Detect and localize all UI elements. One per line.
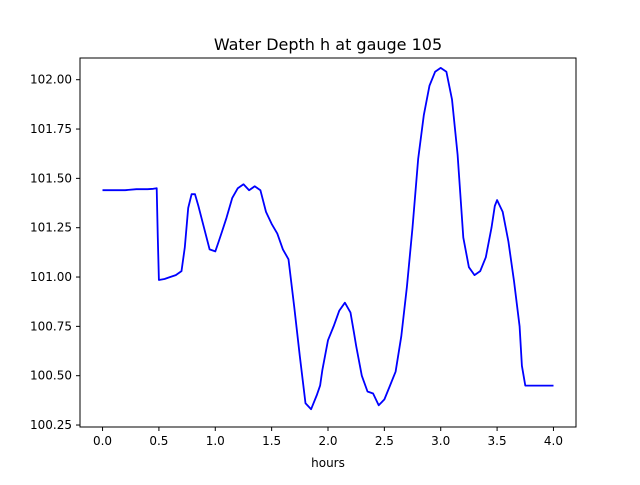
y-tick-label: 102.00 xyxy=(30,73,72,87)
x-tick-label: 3.5 xyxy=(488,434,507,448)
x-tick-label: 1.0 xyxy=(206,434,225,448)
y-tick-label: 100.75 xyxy=(30,319,72,333)
chart-title: Water Depth h at gauge 105 xyxy=(214,35,442,54)
x-tick-label: 0.0 xyxy=(93,434,112,448)
y-tick-label: 100.50 xyxy=(30,369,72,383)
x-axis-label: hours xyxy=(311,456,345,470)
plot-area xyxy=(79,57,577,428)
x-tick-label: 1.5 xyxy=(262,434,281,448)
y-tick-label: 101.25 xyxy=(30,221,72,235)
y-tick-label: 100.25 xyxy=(30,418,72,432)
y-tick-label: 101.00 xyxy=(30,270,72,284)
x-tick-label: 0.5 xyxy=(149,434,168,448)
plot-frame xyxy=(79,57,577,428)
y-tick-label: 101.75 xyxy=(30,122,72,136)
y-axis-ticks: 100.25 100.50 100.75 101.00 101.25 101.50 101.… xyxy=(30,73,80,432)
x-tick-label: 3.0 xyxy=(431,434,450,448)
x-tick-label: 2.5 xyxy=(375,434,394,448)
series-line xyxy=(102,67,554,411)
x-axis-ticks: 0.0 0.5 1.0 1.5 2.0 2.5 3.0 3.5 4.0 xyxy=(93,427,563,448)
x-tick-label: 4.0 xyxy=(544,434,563,448)
y-tick-label: 101.50 xyxy=(30,171,72,185)
x-tick-label: 2.0 xyxy=(318,434,337,448)
